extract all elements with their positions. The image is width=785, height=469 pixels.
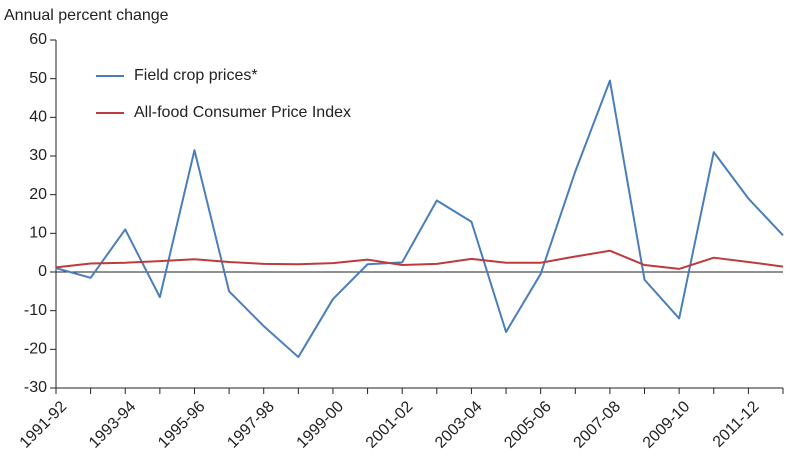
- y-tick-label: -20: [24, 341, 47, 358]
- x-tick-label: 2009-10: [640, 398, 694, 452]
- x-tick-label: 2007-08: [571, 398, 625, 452]
- series-line: [55, 79, 784, 359]
- x-tick-label: 1995-96: [155, 398, 209, 452]
- legend-label: Field crop prices*: [134, 67, 258, 84]
- x-tick-label: 2003-04: [432, 398, 486, 452]
- y-tick-label: -10: [24, 302, 47, 319]
- y-tick-label: -30: [24, 379, 47, 396]
- x-tick-label: 1997-98: [224, 398, 278, 452]
- x-tick-label: 1993-94: [86, 398, 140, 452]
- x-tick-label: 1999-00: [294, 398, 348, 452]
- x-tick-label: 2011-12: [710, 398, 763, 451]
- x-tick-label: 2001-02: [363, 398, 417, 452]
- series-line: [55, 249, 784, 270]
- x-tick-label: 1991-92: [17, 398, 71, 452]
- y-tick-label: 0: [38, 263, 47, 280]
- legend-label: All-food Consumer Price Index: [134, 104, 351, 121]
- y-axis-label: Annual percent change: [4, 7, 169, 24]
- y-tick-label: 50: [29, 70, 47, 87]
- y-tick-label: 40: [29, 109, 47, 126]
- y-tick-label: 60: [29, 31, 47, 48]
- y-tick-label: 30: [29, 147, 47, 164]
- x-tick-label: 2005-06: [501, 398, 555, 452]
- y-tick-label: 20: [29, 186, 47, 203]
- y-tick-label: 10: [29, 225, 47, 242]
